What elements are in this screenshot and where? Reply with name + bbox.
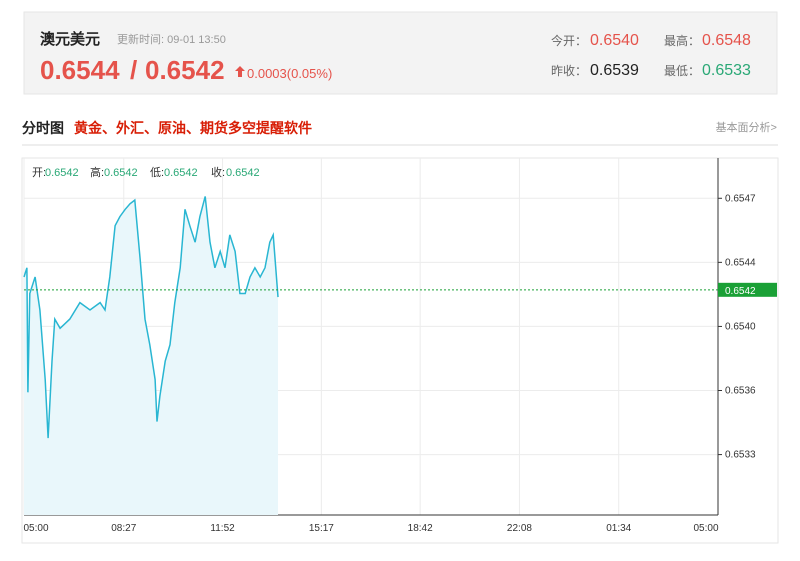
x-tick-label: 18:42 — [408, 523, 433, 534]
current-price-box — [718, 282, 777, 297]
ohlc-label: 收: — [211, 165, 225, 179]
stat-value: 0.6540 — [590, 32, 639, 49]
section-title: 分时图 — [22, 120, 64, 136]
y-tick-label: 0.6547 — [725, 193, 756, 204]
stat-label: 最高： — [664, 33, 700, 48]
symbol-name: 澳元美元 — [40, 30, 100, 48]
stat-value: 0.6533 — [702, 62, 751, 79]
y-tick-label: 0.6544 — [725, 257, 756, 268]
x-tick-label: 05:00 — [23, 523, 48, 534]
up-arrow — [235, 66, 245, 77]
promo-link[interactable]: 黄金、外汇、原油、期货多空提醒软件 — [74, 120, 312, 136]
ohlc-label: 开: — [32, 167, 46, 179]
x-tick-label: 05:00 — [693, 523, 718, 534]
bid-price: 0.6544 — [40, 55, 120, 85]
ask-price: 0.6542 — [145, 55, 225, 85]
y-tick-label: 0.6536 — [725, 386, 756, 397]
x-tick-label: 22:08 — [507, 523, 532, 534]
quote-panel — [23, 11, 778, 95]
more-link[interactable]: 基本面分析> — [716, 120, 777, 134]
y-tick-label: 0.6540 — [725, 321, 756, 332]
ohlc-value: 0.6542 — [104, 167, 138, 179]
current-price-label: 0.6542 — [725, 286, 756, 297]
price-change: 0.0003(0.05%) — [247, 66, 332, 81]
stat-label: 最低： — [664, 64, 700, 78]
x-tick-label: 08:27 — [111, 523, 136, 534]
x-tick-label: 01:34 — [606, 523, 631, 534]
ohlc-label: 高: — [90, 165, 104, 179]
ohlc-value: 0.6542 — [226, 167, 260, 179]
update-time: 更新时间: 09-01 13:50 — [117, 32, 226, 46]
stat-value: 0.6548 — [702, 32, 751, 49]
chart-frame — [21, 157, 779, 544]
x-tick-label: 11:52 — [210, 523, 235, 534]
stat-label: 今开： — [551, 33, 587, 48]
x-tick-label: 15:17 — [309, 523, 334, 534]
price-separator: / — [130, 55, 137, 85]
stat-value: 0.6539 — [590, 62, 639, 79]
ohlc-value: 0.6542 — [45, 167, 79, 179]
price-line — [23, 196, 279, 439]
ohlc-label: 低: — [150, 166, 164, 179]
stat-label: 昨收： — [551, 64, 587, 78]
y-tick-label: 0.6533 — [725, 450, 756, 461]
ohlc-value: 0.6542 — [164, 167, 198, 179]
